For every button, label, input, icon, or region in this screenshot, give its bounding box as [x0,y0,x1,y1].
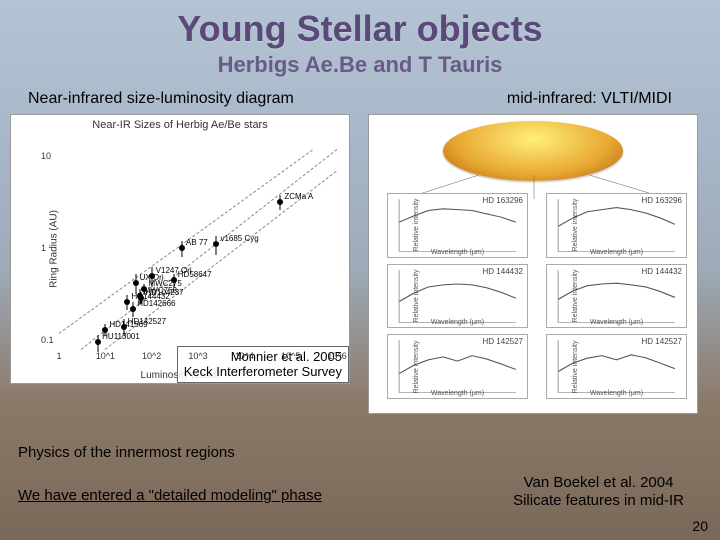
point-label: AB 77 [186,238,208,247]
spectrum-xlabel: Wavelength (μm) [388,249,527,256]
spectrum-xlabel: Wavelength (μm) [547,319,686,326]
data-point [121,324,127,330]
xtick: 1 [56,351,61,361]
figures-row: Near-IR Sizes of Herbig Ae/Be stars Ring… [0,114,720,414]
xtick: 10^1 [96,351,115,361]
point-label: HD58647 [178,270,212,279]
xtick: 10^4 [235,351,254,361]
point-label: HD142527 [128,317,166,326]
detailed-modeling-line: We have entered a "detailed modeling" ph… [18,487,322,504]
point-label: HD104237 [145,288,183,297]
point-label: ZCMa A [284,192,313,201]
scatter-ylabel: Ring Radius (AU) [48,210,59,288]
spectrum-xlabel: Wavelength (μm) [388,390,527,397]
data-point [130,306,136,312]
data-point [133,280,139,286]
scatter-credit-line2: Keck Interferometer Survey [184,364,342,380]
data-point [213,241,219,247]
spectrum-label: HD 144432 [642,267,682,276]
spectra-grid: HD 163296Relative intensityWavelength (μ… [387,193,687,399]
left-figure-caption: Near-infrared size-luminosity diagram [28,90,294,108]
xtick: 10^2 [142,351,161,361]
right-figure-caption: mid-infrared: VLTI/MIDI [507,90,672,108]
spectrum-ylabel: Relative intensity [572,199,579,252]
spectrum-label: HD 142527 [642,337,682,346]
spectrum-label: HD 144432 [483,267,523,276]
spectra-figure: HD 163296Relative intensityWavelength (μ… [368,114,698,414]
ytick: 10 [41,151,51,161]
data-point [149,273,155,279]
spectra-credit-line2: Silicate features in mid-IR [513,492,684,510]
spectrum-ylabel: Relative intensity [413,270,420,323]
bottom-text-block: Physics of the innermost regions We have… [18,444,322,504]
slide-title: Young Stellar objects [0,0,720,50]
spectrum-label: HD 163296 [483,196,523,205]
spectrum-ylabel: Relative intensity [572,270,579,323]
spectrum-panel: HD 163296 Relative intensityWavelength (μ… [546,193,687,258]
point-label: HU113001 [102,332,140,341]
spectrum-label: HD 163296 [642,196,682,205]
point-label: v1685 Cyg [220,234,258,243]
spectrum-panel: HD 144432 Relative intensityWavelength (μ… [387,264,528,329]
spectrum-label: HD 142527 [483,337,523,346]
data-point [277,199,283,205]
spectrum-panel: HD 142527 Relative intensityWavelength (μ… [387,334,528,399]
spectrum-ylabel: Relative intensity [413,199,420,252]
data-point [124,299,130,305]
spectrum-xlabel: Wavelength (μm) [388,319,527,326]
spectrum-panel: HD 144432 Relative intensityWavelength (μ… [546,264,687,329]
spectra-credit-block: Van Boekel et al. 2004 Silicate features… [513,474,684,510]
spectrum-xlabel: Wavelength (μm) [547,249,686,256]
ytick: 0.1 [41,335,54,345]
data-point [179,245,185,251]
spectrum-ylabel: Relative intensity [413,340,420,393]
spectrum-panel: HD 142527 Relative intensityWavelength (μ… [546,334,687,399]
scatter-plot-area: HD141569HD144432MWC758HD142666MWC275UX O… [59,149,335,347]
page-number: 20 [692,518,708,534]
spectrum-ylabel: Relative intensity [572,340,579,393]
xtick: 10^6 [327,351,346,361]
scatter-figure: Near-IR Sizes of Herbig Ae/Be stars Ring… [10,114,350,384]
xtick: 10^5 [281,351,300,361]
data-point [138,295,144,301]
physics-line: Physics of the innermost regions [18,444,322,461]
spectrum-xlabel: Wavelength (μm) [547,390,686,397]
spectra-credit-line1: Van Boekel et al. 2004 [513,474,684,492]
slide-subtitle: Herbigs Ae.Be and T Tauris [0,52,720,78]
xtick: 10^3 [188,351,207,361]
figure-captions-row: Near-infrared size-luminosity diagram mi… [0,90,720,108]
data-point [171,277,177,283]
data-point [95,339,101,345]
disk-graphic [443,121,623,181]
spectrum-panel: HD 163296 Relative intensityWavelength (μ… [387,193,528,258]
ytick: 1 [41,243,46,253]
scatter-title: Near-IR Sizes of Herbig Ae/Be stars [11,119,349,131]
